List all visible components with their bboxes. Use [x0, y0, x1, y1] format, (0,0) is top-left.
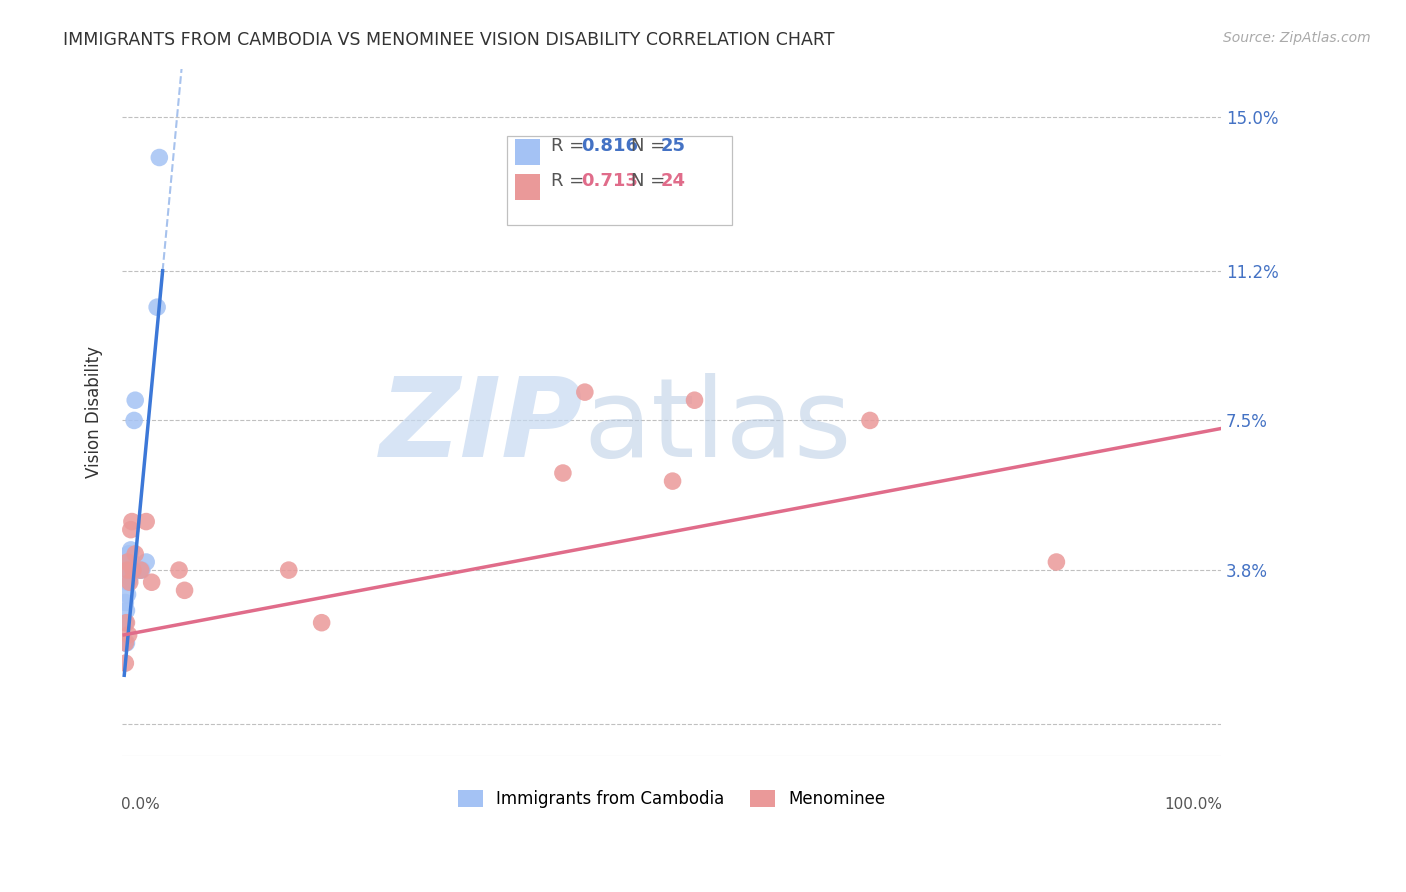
Text: N =: N = — [631, 136, 671, 154]
Point — [135, 555, 157, 569]
Text: 100.0%: 100.0% — [1164, 797, 1222, 813]
Point — [129, 563, 152, 577]
Point — [683, 393, 706, 408]
Point — [118, 547, 141, 561]
Point — [120, 542, 142, 557]
Point — [114, 595, 136, 609]
Point — [120, 563, 142, 577]
Point — [128, 563, 150, 577]
Point — [148, 151, 170, 165]
Point — [117, 575, 139, 590]
Point — [167, 563, 190, 577]
Point — [122, 563, 145, 577]
Text: atlas: atlas — [583, 373, 852, 480]
Legend: Immigrants from Cambodia, Menominee: Immigrants from Cambodia, Menominee — [451, 783, 891, 814]
Text: R =: R = — [551, 172, 589, 190]
Point — [551, 466, 574, 480]
Text: 0.816: 0.816 — [581, 136, 638, 154]
Point — [146, 300, 169, 314]
Point — [114, 636, 136, 650]
Y-axis label: Vision Disability: Vision Disability — [86, 346, 103, 478]
Point — [117, 563, 139, 577]
FancyBboxPatch shape — [506, 136, 733, 226]
Point — [118, 571, 141, 585]
Text: 0.713: 0.713 — [581, 172, 638, 190]
Point — [114, 656, 136, 670]
Point — [115, 563, 138, 577]
Point — [114, 615, 136, 630]
Text: 25: 25 — [661, 136, 686, 154]
Point — [115, 603, 138, 617]
Text: 24: 24 — [661, 172, 686, 190]
Point — [141, 575, 163, 590]
Point — [311, 615, 333, 630]
Point — [114, 636, 136, 650]
Point — [124, 393, 146, 408]
Text: R =: R = — [551, 136, 589, 154]
Text: Source: ZipAtlas.com: Source: ZipAtlas.com — [1223, 31, 1371, 45]
Point — [115, 615, 138, 630]
Point — [1045, 555, 1067, 569]
Point — [173, 583, 195, 598]
Point — [117, 555, 139, 569]
Point — [859, 413, 882, 427]
FancyBboxPatch shape — [516, 138, 540, 165]
Point — [135, 515, 157, 529]
Point — [121, 555, 143, 569]
Point — [661, 474, 683, 488]
Point — [117, 563, 139, 577]
Text: N =: N = — [631, 172, 671, 190]
Point — [118, 575, 141, 590]
Point — [122, 563, 145, 577]
Point — [574, 385, 596, 400]
Point — [117, 555, 139, 569]
Point — [124, 547, 146, 561]
Point — [115, 636, 138, 650]
Point — [121, 515, 143, 529]
Point — [127, 563, 149, 577]
Point — [122, 413, 145, 427]
Text: ZIP: ZIP — [380, 373, 583, 480]
FancyBboxPatch shape — [516, 174, 540, 201]
Text: IMMIGRANTS FROM CAMBODIA VS MENOMINEE VISION DISABILITY CORRELATION CHART: IMMIGRANTS FROM CAMBODIA VS MENOMINEE VI… — [63, 31, 835, 49]
Point — [131, 563, 153, 577]
Point — [277, 563, 299, 577]
Point — [117, 628, 139, 642]
Text: 0.0%: 0.0% — [121, 797, 160, 813]
Point — [120, 523, 142, 537]
Point — [117, 587, 139, 601]
Point — [117, 547, 139, 561]
